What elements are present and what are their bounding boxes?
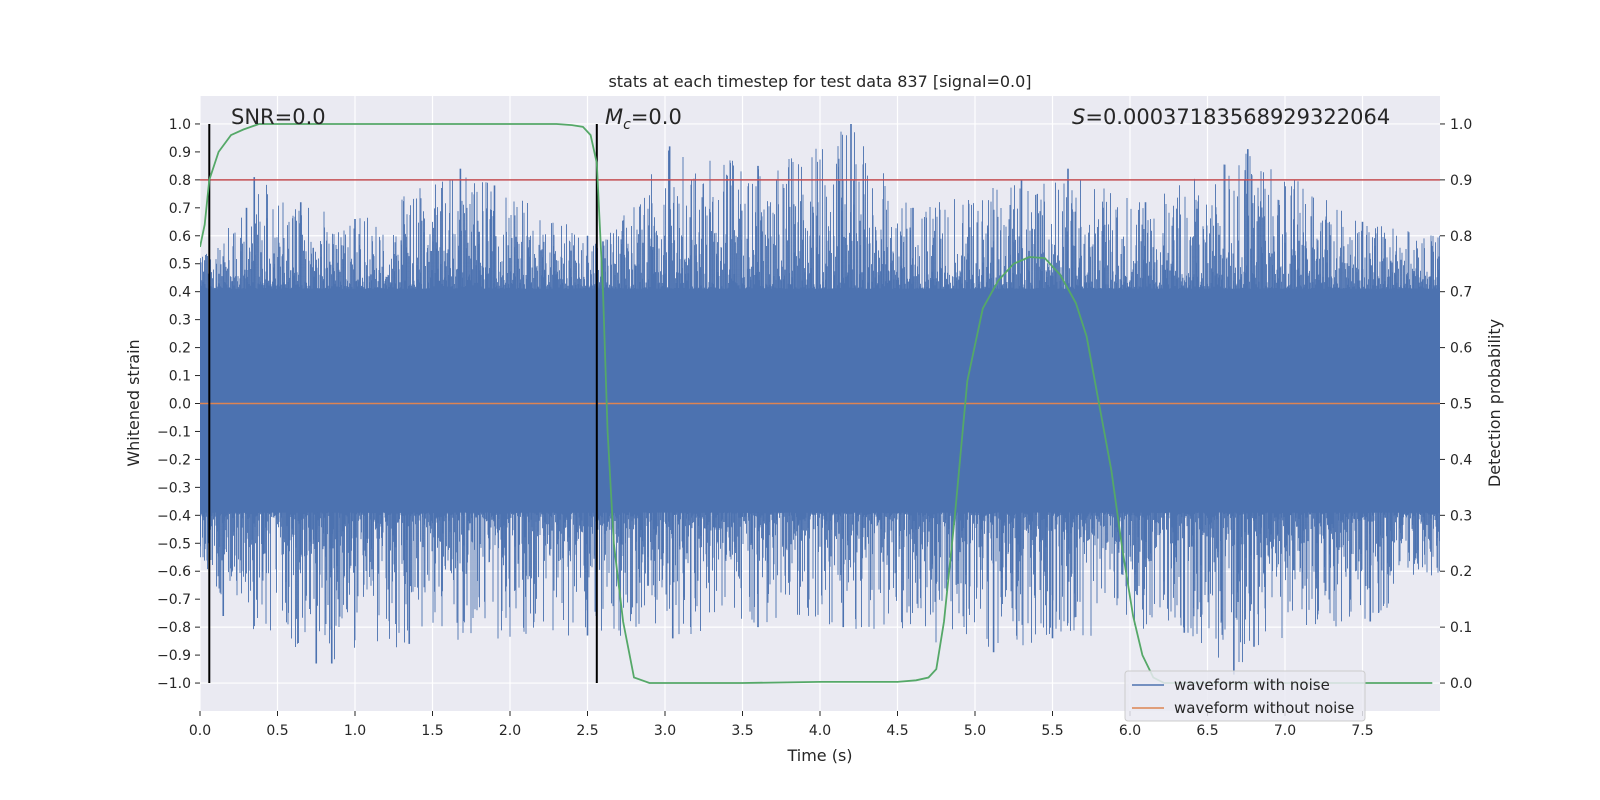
y-tick-label: −0.3	[157, 480, 191, 496]
y-tick-label: −0.8	[157, 620, 191, 636]
y-tick-label: 0.9	[169, 145, 191, 161]
y2-tick-label: 0.7	[1450, 285, 1472, 301]
y-tick-label: 0.3	[169, 313, 191, 329]
y2-axis-title: Detection probability	[1485, 319, 1504, 487]
y-tick-label: −0.5	[157, 536, 191, 552]
y2-tick-label: 0.0	[1450, 676, 1472, 692]
x-tick-label: 5.5	[1041, 723, 1063, 739]
legend-label-waveform-without-noise: waveform without noise	[1174, 699, 1354, 717]
legend: waveform with noise waveform without noi…	[1124, 670, 1366, 722]
chart-title: stats at each timestep for test data 837…	[608, 72, 1031, 91]
x-tick-label: 2.0	[499, 723, 521, 739]
legend-box	[1124, 670, 1366, 722]
y2-axis-ticks: 0.0 0.1 0.2 0.3 0.4 0.5 0.6 0.7 0.8 0.9 1.0	[1440, 117, 1472, 692]
y2-tick-label: 0.5	[1450, 397, 1472, 413]
x-tick-label: 1.0	[344, 723, 366, 739]
y2-tick-label: 0.3	[1450, 508, 1472, 524]
x-tick-label: 0.5	[266, 723, 288, 739]
y2-tick-label: 1.0	[1450, 117, 1472, 133]
y-tick-label: −0.4	[157, 508, 191, 524]
x-tick-label: 7.5	[1351, 723, 1373, 739]
y2-tick-label: 0.6	[1450, 341, 1472, 357]
x-tick-label: 1.5	[421, 723, 443, 739]
score-annotation: S=0.00037183568929322064	[1072, 105, 1390, 129]
y-tick-label: 0.8	[169, 173, 191, 189]
noise-core-band	[200, 288, 1440, 513]
y-tick-label: −0.2	[157, 452, 191, 468]
y-tick-label: 0.6	[169, 229, 191, 245]
y2-tick-label: 0.9	[1450, 173, 1472, 189]
y-tick-label: −0.1	[157, 424, 191, 440]
x-tick-label: 4.5	[886, 723, 908, 739]
snr-annotation: SNR=0.0	[231, 105, 326, 129]
series-detection-probability	[200, 123, 1433, 684]
y2-tick-label: 0.8	[1450, 229, 1472, 245]
y-tick-label: −0.6	[157, 564, 191, 580]
series-waveform-with-noise	[200, 123, 1440, 675]
x-axis-title: Time (s)	[786, 746, 852, 765]
x-tick-label: 3.5	[731, 723, 753, 739]
x-tick-label: 6.0	[1119, 723, 1141, 739]
x-tick-label: 2.5	[576, 723, 598, 739]
y-tick-label: 0.0	[169, 397, 191, 413]
x-tick-label: 3.0	[654, 723, 676, 739]
marker-vlines	[208, 123, 598, 684]
y-tick-label: 0.1	[169, 369, 191, 385]
y2-tick-label: 0.4	[1450, 452, 1472, 468]
y-tick-label: 0.4	[169, 285, 191, 301]
x-tick-label: 6.5	[1196, 723, 1218, 739]
y-tick-label: 1.0	[169, 117, 191, 133]
y-tick-label: −0.9	[157, 648, 191, 664]
y-tick-label: −0.7	[157, 592, 191, 608]
x-tick-label: 0.0	[189, 723, 211, 739]
y-axis-ticks: −1.0 −0.9 −0.8 −0.7 −0.6 −0.5 −0.4 −0.3 −0.2 −0.1…	[157, 117, 200, 692]
x-tick-label: 5.0	[964, 723, 986, 739]
y-axis-title: Whitened strain	[124, 339, 143, 466]
y-tick-label: −1.0	[157, 676, 191, 692]
x-axis-ticks: 0.0 0.5 1.0 1.5 2.0 2.5 3.0 3.5 4.0 4.5 5.0 5.5 6.0 6…	[189, 711, 1374, 739]
y-tick-label: 0.2	[169, 341, 191, 357]
y2-tick-label: 0.1	[1450, 620, 1472, 636]
x-tick-label: 7.0	[1274, 723, 1296, 739]
x-tick-label: 4.0	[809, 723, 831, 739]
y-tick-label: 0.7	[169, 201, 191, 217]
chirp-mass-annotation: Mc=0.0	[605, 105, 682, 133]
y2-tick-label: 0.2	[1450, 564, 1472, 580]
legend-label-waveform-with-noise: waveform with noise	[1174, 676, 1330, 694]
y-tick-label: 0.5	[169, 257, 191, 273]
